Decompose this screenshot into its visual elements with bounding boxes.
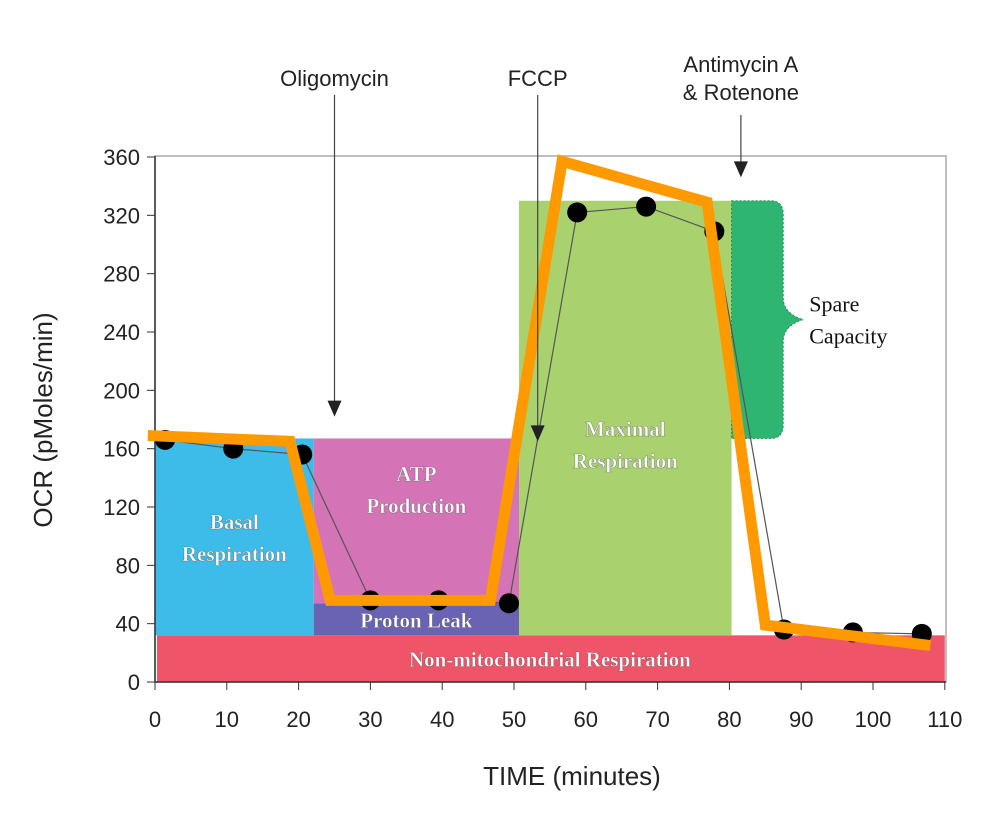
injection-label: & Rotenone bbox=[683, 80, 799, 105]
y-tick-label: 280 bbox=[103, 262, 140, 287]
region-label: Respiration bbox=[573, 449, 678, 473]
x-tick-label: 100 bbox=[855, 707, 892, 732]
y-tick-label: 80 bbox=[116, 553, 140, 578]
measured-ocr-point bbox=[498, 593, 519, 614]
y-tick-label: 120 bbox=[103, 495, 140, 520]
region-non-mitochondrial-respiration bbox=[157, 635, 945, 682]
y-tick-label: 240 bbox=[103, 320, 140, 345]
injection-label: FCCP bbox=[508, 66, 568, 91]
y-tick-label: 320 bbox=[103, 203, 140, 228]
y-tick-label: 0 bbox=[128, 670, 140, 695]
measured-ocr-point bbox=[636, 196, 657, 217]
region-label: Respiration bbox=[182, 542, 287, 566]
x-tick-label: 110 bbox=[927, 707, 962, 732]
x-axis-label: TIME (minutes) bbox=[483, 761, 661, 791]
region-label: ATP bbox=[396, 462, 437, 486]
x-tick-label: 0 bbox=[149, 707, 161, 732]
region-label: Basal bbox=[210, 510, 259, 534]
region-maximal-respiration bbox=[519, 200, 732, 636]
x-tick-label: 50 bbox=[502, 707, 526, 732]
region-atp-production bbox=[313, 438, 520, 604]
injection-arrowhead-icon bbox=[530, 425, 545, 442]
region-proton-leak bbox=[313, 603, 520, 636]
region-label: Production bbox=[366, 494, 466, 518]
region-basal-respiration bbox=[155, 438, 314, 636]
region-label: Non-mitochondrial Respiration bbox=[409, 648, 691, 672]
injection-label: Oligomycin bbox=[280, 66, 389, 91]
x-tick-label: 70 bbox=[645, 707, 669, 732]
x-tick-label: 30 bbox=[358, 707, 382, 732]
injection-arrowhead-icon bbox=[733, 161, 748, 178]
injection-label: Antimycin A bbox=[683, 52, 798, 77]
region-label: Maximal bbox=[585, 417, 666, 441]
x-tick-label: 40 bbox=[430, 707, 454, 732]
x-tick-label: 60 bbox=[574, 707, 598, 732]
y-tick-label: 160 bbox=[103, 437, 140, 462]
region-label: Proton Leak bbox=[360, 608, 473, 632]
x-tick-label: 20 bbox=[286, 707, 310, 732]
x-tick-label: 80 bbox=[717, 707, 741, 732]
spare-capacity-label: Spare bbox=[809, 292, 859, 317]
injection-arrowhead-icon bbox=[327, 400, 342, 417]
spare-capacity-region bbox=[731, 200, 805, 439]
spare-capacity-label: Capacity bbox=[809, 324, 887, 349]
measured-ocr-point bbox=[567, 202, 588, 223]
x-tick-label: 90 bbox=[789, 707, 813, 732]
y-tick-label: 360 bbox=[103, 145, 140, 170]
y-tick-label: 40 bbox=[116, 612, 140, 637]
y-tick-label: 200 bbox=[103, 378, 140, 403]
y-axis-label: OCR (pMoles/min) bbox=[28, 312, 58, 527]
x-tick-label: 10 bbox=[215, 707, 239, 732]
trend-overlay-line bbox=[147, 154, 932, 652]
